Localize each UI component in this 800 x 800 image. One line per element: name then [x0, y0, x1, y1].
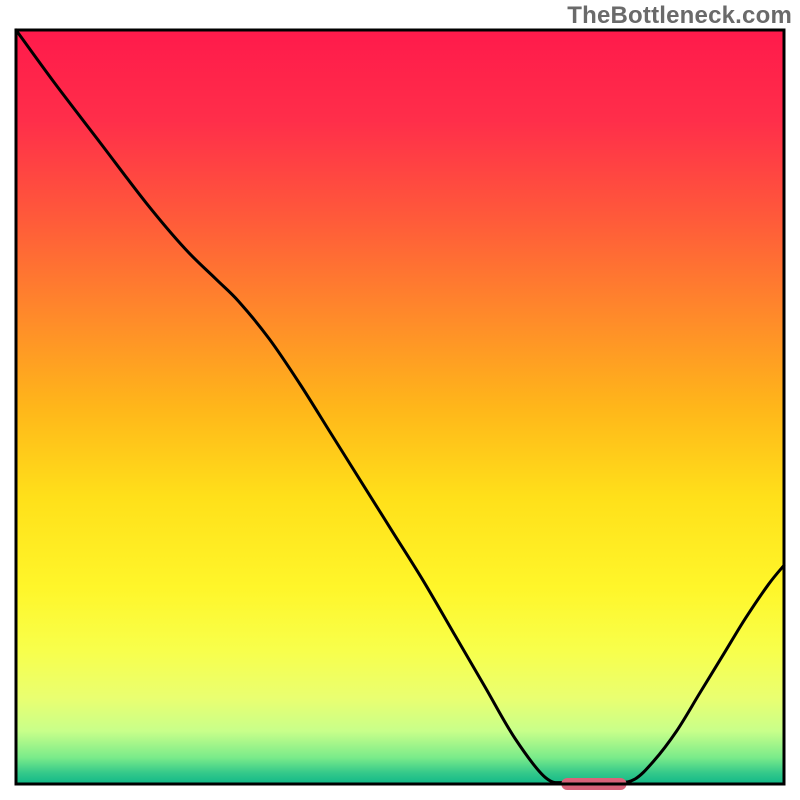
- watermark-text: TheBottleneck.com: [567, 2, 792, 30]
- bottleneck-chart: [0, 0, 800, 800]
- chart-container: TheBottleneck.com: [0, 0, 800, 800]
- plot-background: [16, 30, 784, 784]
